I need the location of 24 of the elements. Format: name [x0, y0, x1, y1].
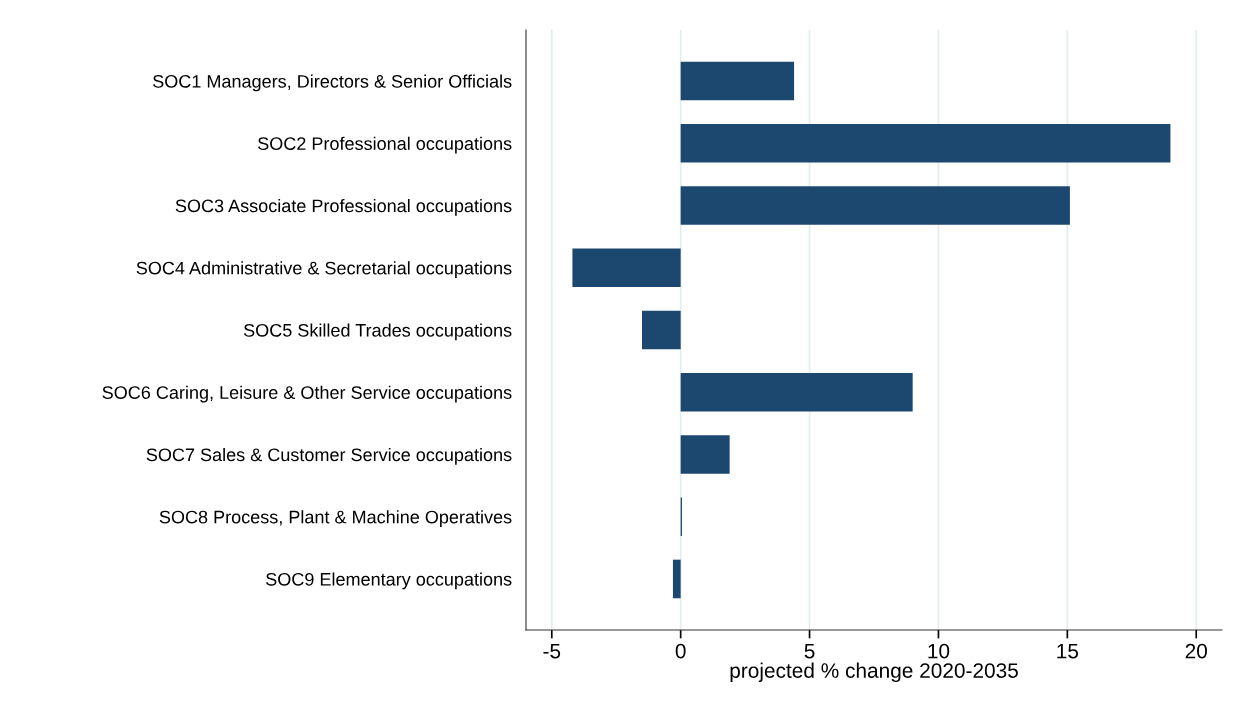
- x-axis-title: projected % change 2020-2035: [730, 662, 1018, 683]
- y-tick-label: SOC9 Elementary occupations: [266, 572, 512, 590]
- bar: [680, 61, 795, 101]
- bar: [680, 123, 1171, 163]
- bar: [572, 248, 681, 288]
- y-tick-label: SOC8 Process, Plant & Machine Operatives: [159, 510, 512, 528]
- bar: [642, 310, 681, 350]
- bar: [672, 559, 681, 599]
- x-tick-label: -5: [543, 643, 561, 659]
- y-tick-label: SOC2 Professional occupations: [258, 136, 512, 154]
- y-tick-label: SOC7 Sales & Customer Service occupations: [146, 447, 512, 465]
- x-tick-label: 20: [1185, 643, 1207, 659]
- x-tick-label: 15: [1057, 643, 1079, 659]
- bar: [680, 372, 913, 412]
- y-tick-label: SOC1 Managers, Directors & Senior Officials: [153, 74, 512, 92]
- y-tick-label: SOC6 Caring, Leisure & Other Service occupations: [102, 385, 512, 403]
- x-tick-label: 5: [804, 643, 815, 659]
- y-tick-label: SOC4 Administrative & Secretarial occupations: [136, 261, 512, 279]
- bar: [680, 435, 730, 474]
- x-tick-label: 10: [928, 643, 950, 659]
- y-tick-label: SOC5 Skilled Trades occupations: [243, 323, 512, 341]
- x-tick-label: 0: [675, 643, 686, 659]
- y-tick-label: SOC3 Associate Professional occupations: [175, 198, 512, 216]
- bar: [680, 186, 1070, 225]
